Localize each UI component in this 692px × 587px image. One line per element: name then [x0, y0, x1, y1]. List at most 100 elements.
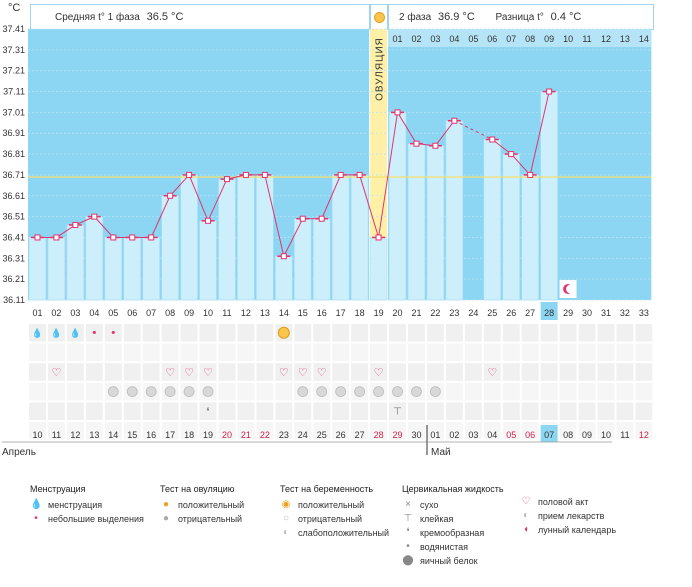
phase2-day-label: 04 [449, 34, 459, 44]
symptom-cell [331, 342, 351, 363]
symptom-cell [28, 362, 47, 382]
symptom-cell [217, 421, 237, 441]
calendar-date: 11 [52, 430, 61, 440]
heart-icon: ♡ [521, 496, 531, 507]
symptom-cell [28, 401, 47, 421]
symptom-cell [141, 421, 161, 441]
cycle-day-label: 25 [487, 308, 497, 318]
symptom-cell [293, 323, 313, 343]
temperature-point [394, 109, 401, 116]
heart-icon: ♡ [374, 366, 384, 379]
y-tick-label: 36.91 [2, 128, 25, 138]
pregnancy-positive-icon: ◉ [281, 499, 291, 510]
cycle-day-label: 29 [563, 308, 573, 318]
symptom-cell [463, 421, 483, 441]
symptom-cell [255, 323, 275, 343]
menstruation-icon: 💧 [32, 327, 43, 339]
symptom-cell [236, 401, 256, 421]
symptom-cell [141, 401, 161, 421]
menstruation-icon: 💧 [70, 327, 81, 339]
symptom-cell [198, 323, 218, 343]
symptom-cell [141, 342, 161, 363]
symptom-cell [634, 421, 654, 441]
month-april: Апрель [2, 447, 36, 458]
pill-icon [183, 386, 195, 398]
symptom-cell [596, 362, 616, 382]
symptom-cell [482, 323, 502, 343]
symptom-cell [482, 401, 502, 421]
creamy-icon: ❛ [206, 407, 209, 418]
calendar-date: 20 [222, 430, 232, 440]
temperature-point [242, 171, 249, 178]
symptom-cell [520, 401, 540, 421]
symptom-cell [501, 381, 521, 402]
phase2-day-strip [388, 29, 652, 47]
heart-icon: ♡ [317, 366, 327, 379]
temperature-point [205, 217, 212, 224]
temperature-point [34, 234, 41, 241]
ovulation-header-cell [370, 4, 388, 30]
temperature-point [186, 171, 193, 178]
legend-item: положительный [298, 500, 365, 510]
legend-other: ♡ половой акт ◐ прием лекарств ◖ лунный кал… [520, 495, 617, 537]
symptom-cell [558, 421, 578, 441]
temperature-line [491, 91, 550, 176]
calendar-date: 18 [184, 430, 194, 440]
pill-icon [164, 386, 176, 398]
cycle-day-label: 17 [336, 308, 346, 318]
calendar-date: 09 [582, 430, 592, 440]
phase2-day-label: 10 [563, 34, 573, 44]
symptom-cell [350, 362, 370, 382]
temperature-bar [312, 218, 331, 301]
calendar-date: 10 [601, 430, 611, 440]
symptom-cell [65, 323, 85, 343]
phase1-label: Средняя t° 1 фаза [55, 12, 140, 23]
calendar-date: 06 [525, 430, 535, 440]
pill-icon [107, 386, 119, 398]
cycle-day-label: 12 [241, 308, 251, 318]
calendar-date: 05 [506, 430, 516, 440]
temperature-point [489, 136, 496, 143]
temperature-point [527, 171, 534, 178]
calendar-date: 28 [374, 430, 384, 440]
cycle-day-label: 19 [374, 308, 384, 318]
temperature-point [337, 171, 344, 178]
symptom-cell [198, 342, 218, 363]
ovulation-positive-icon: ● [162, 499, 170, 510]
y-tick-label: 36.81 [2, 149, 25, 159]
calendar-date: 30 [411, 430, 421, 440]
pill-icon [411, 386, 422, 398]
symptom-cell [236, 362, 256, 382]
symptom-cell [520, 421, 540, 441]
symptom-cell [84, 362, 104, 382]
symptom-cell [236, 323, 256, 343]
symptom-cell [520, 342, 540, 363]
temperature-point [53, 234, 60, 241]
symptom-cell [255, 381, 275, 402]
symptom-cell [407, 421, 426, 441]
symptom-cell [274, 421, 294, 441]
symptom-cell [103, 362, 123, 382]
ovulation-column [370, 29, 388, 300]
temperature-point [413, 140, 420, 147]
symptom-cell [28, 342, 47, 363]
temperature-bar [199, 220, 217, 301]
symptom-cell [293, 421, 313, 441]
temperature-bar [426, 145, 445, 301]
temperature-bar [85, 216, 104, 301]
symptom-cell [615, 421, 635, 441]
symptom-cell [539, 381, 559, 402]
legend-pregnancy-test: Тест на беременность ◉ положительный ○ отр… [280, 482, 389, 540]
symptom-cell [369, 421, 389, 441]
symptom-cell [634, 342, 654, 363]
calendar-date: 01 [430, 430, 440, 440]
symptom-cell [255, 421, 275, 441]
pill-icon [335, 386, 347, 398]
calendar-date: 26 [336, 430, 346, 440]
symptom-cell [369, 342, 389, 363]
phase2-day-label: 11 [582, 34, 591, 44]
temperature-point [451, 117, 458, 124]
symptom-cell [46, 362, 66, 382]
cycle-day-label: 32 [620, 308, 630, 318]
